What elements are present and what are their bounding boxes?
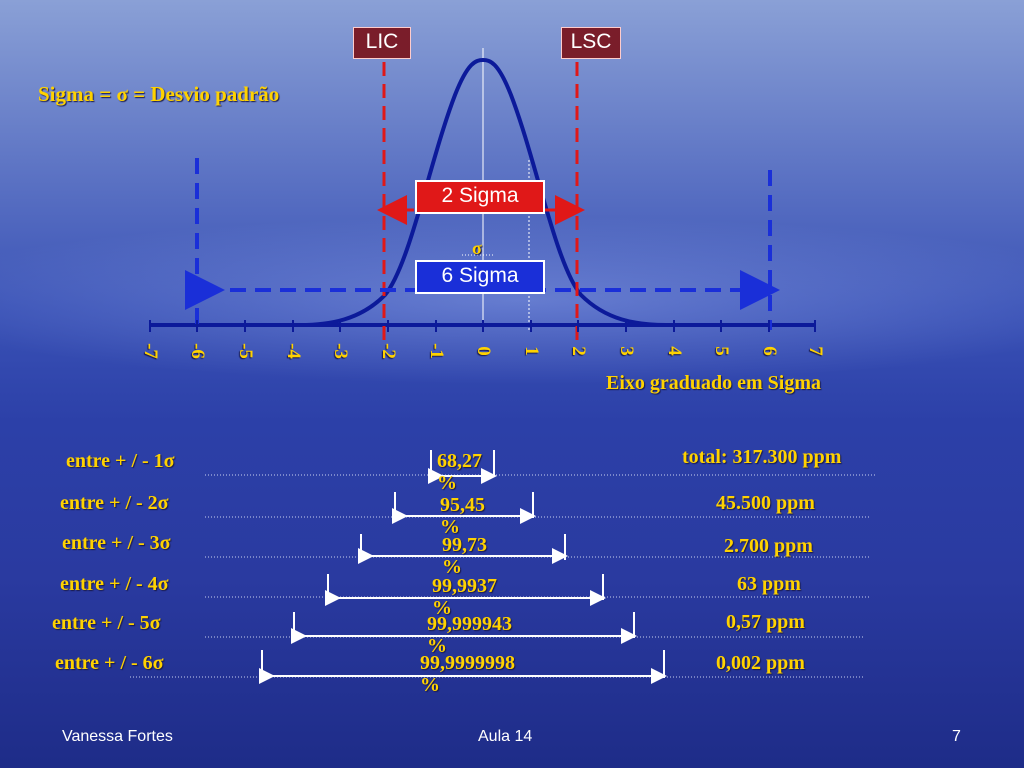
tick-label: 3 (616, 346, 637, 356)
footer-lesson: Aula 14 (478, 728, 533, 745)
tick-label: 4 (664, 346, 685, 356)
row-label-6-sigma: entre + / - 6σ (55, 652, 164, 674)
pct-sign: % (420, 674, 440, 696)
pct-2-sigma: 95,45 % (440, 494, 485, 538)
range-arrows (259, 450, 667, 684)
tick-label: 5 (711, 346, 732, 356)
pct-6-sigma: 99,9999998 % (420, 652, 515, 696)
sigma-definition: Sigma = σ = Desvio padrão (38, 82, 280, 106)
row-label-1-sigma: entre + / - 1σ (66, 450, 175, 472)
tick-label: -2 (378, 343, 399, 359)
tick-label: 1 (521, 346, 542, 356)
pct-sign: % (432, 597, 452, 619)
axis-title: Eixo graduado em Sigma (606, 372, 822, 394)
tick-label: -1 (426, 343, 447, 359)
row-label-4-sigma: entre + / - 4σ (60, 573, 169, 595)
pct-value: 99,999943 (427, 613, 512, 635)
pct-sign: % (442, 556, 462, 578)
tick-label: -6 (187, 343, 208, 359)
pct-value: 99,9999998 (420, 652, 515, 674)
tick-label: 0 (473, 346, 494, 356)
row-label-5-sigma: entre + / - 5σ (52, 612, 161, 634)
ppm-5-sigma: 0,57 ppm (726, 611, 805, 633)
tick-label: -5 (235, 343, 256, 359)
tick-label: -4 (283, 343, 304, 359)
tick-label: 2 (568, 346, 589, 356)
ppm-3-sigma: 2.700 ppm (724, 535, 813, 557)
pct-1-sigma: 68,27 % (437, 450, 482, 494)
two-sigma-box: 2 Sigma (415, 180, 545, 214)
row-label-2-sigma: entre + / - 2σ (60, 492, 169, 514)
pct-5-sigma: 99,999943 % (427, 613, 512, 657)
axis-ticks (149, 320, 816, 332)
row-label-3-sigma: entre + / - 3σ (62, 532, 171, 554)
ppm-2-sigma: 45.500 ppm (716, 492, 815, 514)
pct-sign: % (437, 472, 457, 494)
footer-author: Vanessa Fortes (62, 728, 173, 745)
lsc-label: LSC (561, 27, 621, 59)
pct-value: 95,45 (440, 494, 485, 516)
tick-label: 7 (805, 346, 826, 356)
pct-3-sigma: 99,73 % (442, 534, 487, 578)
sigma-symbol: σ (472, 238, 482, 258)
footer-page-number: 7 (952, 728, 961, 745)
lic-label: LIC (353, 27, 411, 59)
tick-label: -3 (330, 343, 351, 359)
pct-sign: % (427, 635, 447, 657)
pct-4-sigma: 99,9937 % (432, 575, 497, 619)
pct-value: 99,9937 (432, 575, 497, 597)
pct-value: 99,73 (442, 534, 487, 556)
pct-sign: % (440, 516, 460, 538)
pct-value: 68,27 (437, 450, 482, 472)
ppm-4-sigma: 63 ppm (737, 573, 801, 595)
ppm-6-sigma: 0,002 ppm (716, 652, 805, 674)
tick-label: -7 (140, 343, 161, 359)
total-ppm: total: 317.300 ppm (682, 446, 842, 468)
six-sigma-box: 6 Sigma (415, 260, 545, 294)
tick-label: 6 (759, 346, 780, 356)
